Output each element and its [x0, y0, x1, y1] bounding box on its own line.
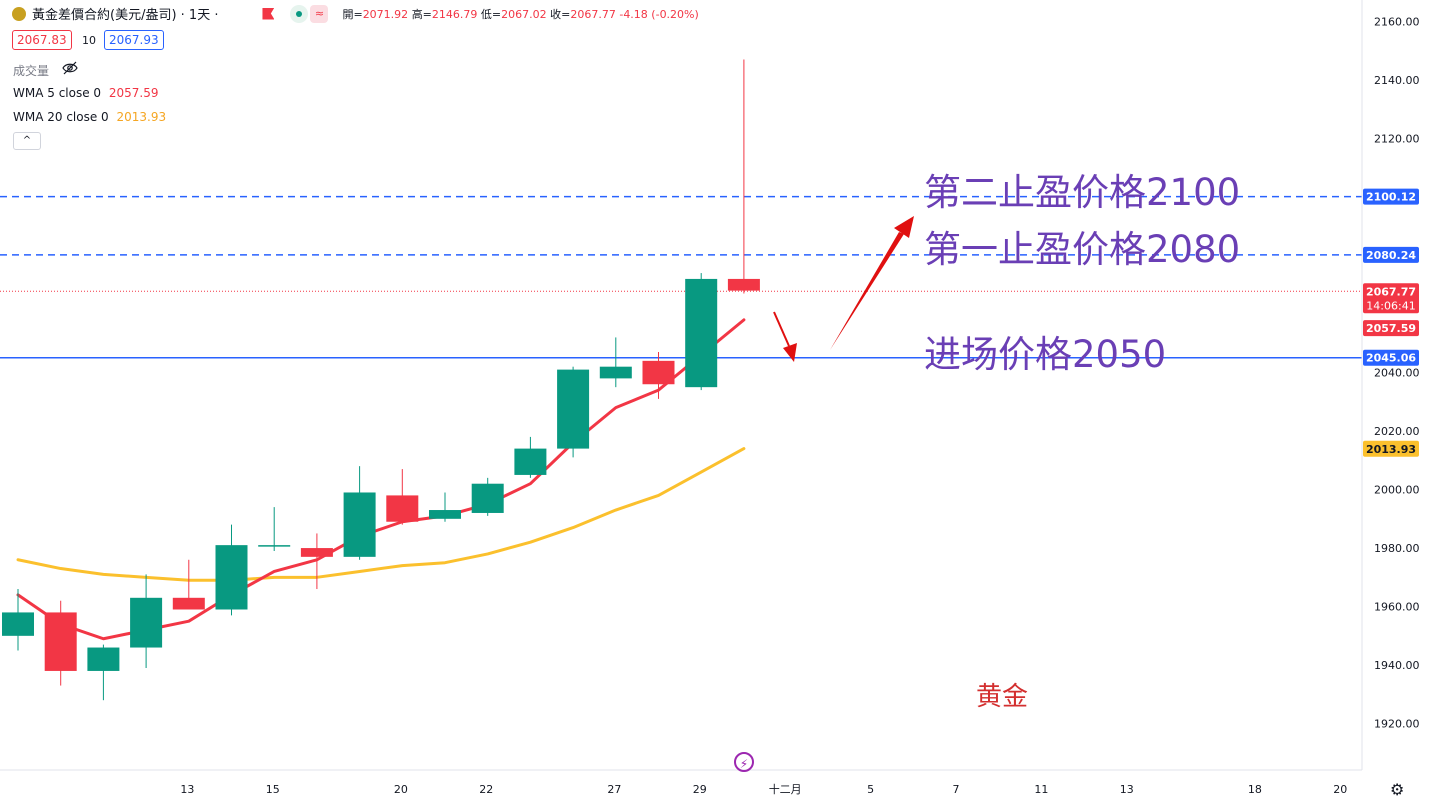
candle-body[interactable] [215, 545, 248, 610]
candle-body[interactable] [685, 278, 718, 388]
wma20-legend[interactable]: WMA 20 close 0 2013.93 [13, 110, 167, 124]
wma20-value: 2013.93 [116, 110, 167, 124]
wma5-value: 2057.59 [108, 86, 159, 100]
candle-body[interactable] [386, 495, 419, 522]
y-tick-label: 2020.00 [1374, 425, 1420, 438]
candle-body[interactable] [172, 597, 205, 610]
last-price-tag-label: 2067.77 [1366, 285, 1416, 298]
gold-symbol-icon [12, 6, 26, 21]
wma5-line[interactable] [16, 318, 746, 641]
y-tick-label: 2140.00 [1374, 74, 1420, 87]
y-tick-label: 2040.00 [1374, 367, 1420, 380]
x-tick-label: 22 [479, 783, 493, 796]
x-tick-label: 7 [953, 783, 960, 796]
x-tick-label: 十二月 [769, 782, 802, 796]
x-tick-label: 18 [1248, 783, 1262, 796]
symbol-title[interactable]: 黃金差價合約(美元/盎司) · 1天 · [32, 8, 219, 23]
y-tick-label: 2000.00 [1374, 484, 1420, 497]
down-arrow-shaft [773, 311, 790, 347]
collapse-legend-button[interactable]: ^ [13, 132, 41, 150]
asset-label: 黄金 [976, 682, 1029, 712]
wma20-tag-label: 2013.93 [1366, 443, 1416, 456]
up-arrow-head [894, 216, 914, 238]
wave-icon: ≈ [310, 4, 329, 23]
chart-legend: 黃金差價合約(美元/盎司) · 1天 · ≈ 開=2071.92 高=2146.… [12, 4, 699, 23]
ohlc-values: 開=2071.92 高=2146.79 低=2067.02 收=2067.77 … [342, 7, 699, 21]
price-level-tag [1363, 188, 1419, 205]
price-level-tag-label: 2080.24 [1366, 249, 1416, 262]
x-tick-label: 20 [394, 783, 408, 796]
candle-body[interactable] [557, 369, 590, 449]
candle-body[interactable] [727, 278, 760, 291]
candle-body[interactable] [130, 597, 163, 648]
chevron-up-icon: ^ [22, 135, 32, 146]
x-tick-label: 27 [607, 783, 621, 796]
candle-body[interactable] [87, 647, 120, 671]
wma5-tag [1363, 320, 1419, 337]
y-tick-label: 1980.00 [1374, 542, 1420, 555]
y-tick-label: 1920.00 [1374, 718, 1420, 731]
price-level-tag-label: 2100.12 [1366, 191, 1416, 204]
price-level-tag [1363, 246, 1419, 263]
candle-body[interactable] [44, 612, 77, 671]
settings-gear-icon[interactable]: ⚙ [1390, 780, 1405, 799]
candle-body[interactable] [471, 483, 504, 513]
volume-label: 成交量 [13, 64, 50, 78]
candle-body[interactable] [642, 360, 675, 385]
x-tick-label: 13 [1120, 783, 1134, 796]
y-tick-label: 1960.00 [1374, 601, 1420, 614]
price-level-tag-label: 2045.06 [1366, 352, 1416, 365]
up-arrow-shaft [830, 232, 904, 350]
x-tick-label: 20 [1333, 783, 1347, 796]
x-tick-label: 11 [1034, 783, 1048, 796]
take-profit-2-label: 第二止盈价格2100 [924, 171, 1241, 214]
last-price-tag [1363, 283, 1419, 314]
ask-price[interactable]: 2067.93 [104, 30, 164, 50]
down-arrow-head [783, 343, 797, 362]
flag-icon[interactable] [262, 7, 275, 20]
candle-body[interactable] [343, 492, 376, 557]
x-tick-label: 29 [693, 783, 707, 796]
candle-body[interactable] [429, 510, 461, 519]
wma5-tag-label: 2057.59 [1366, 322, 1416, 335]
y-tick-label: 1940.00 [1374, 659, 1420, 672]
hidden-eye-icon[interactable] [62, 60, 78, 76]
candle-body[interactable] [599, 366, 632, 379]
entry-price-label: 进场价格2050 [924, 333, 1167, 376]
candle-body[interactable] [258, 545, 291, 547]
x-tick-label: 13 [180, 783, 194, 796]
wma5-legend[interactable]: WMA 5 close 0 2057.59 [13, 86, 159, 100]
bid-price[interactable]: 2067.83 [12, 30, 72, 50]
wma20-tag [1363, 440, 1419, 457]
take-profit-1-label: 第一止盈价格2080 [924, 228, 1241, 271]
lightning-icon[interactable]: ⚡ [734, 752, 754, 772]
market-status-icon [290, 4, 309, 23]
price-level-tag [1363, 349, 1419, 366]
candle-body[interactable] [514, 448, 547, 475]
candle-body[interactable] [300, 548, 333, 557]
y-tick-label: 2160.00 [1374, 15, 1420, 28]
y-tick-label: 2120.00 [1374, 132, 1420, 145]
wma20-line[interactable] [16, 447, 746, 582]
candle-body[interactable] [2, 612, 34, 636]
spread-value: 10 [82, 34, 96, 47]
x-tick-label: 5 [867, 783, 874, 796]
countdown-label: 14:06:41 [1366, 299, 1415, 312]
x-tick-label: 15 [266, 783, 280, 796]
